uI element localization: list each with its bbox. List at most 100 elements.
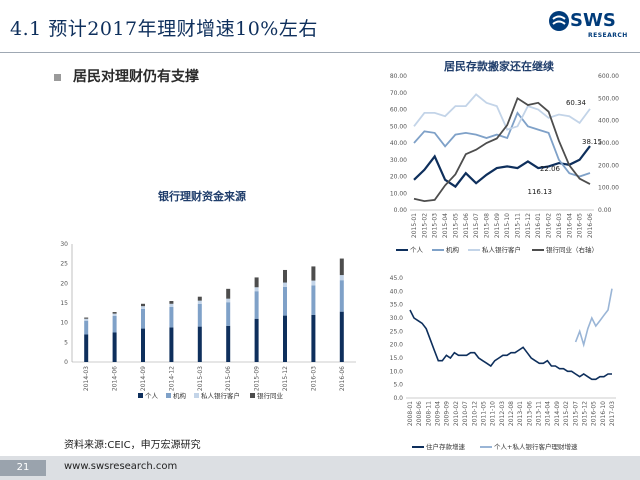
x-tick-label: 2014-09 [140, 366, 147, 391]
legend-label: 个人 [145, 392, 159, 400]
right-y-tick-label: 400.00 [598, 118, 619, 125]
bar-segment [112, 332, 117, 362]
legend-label: 私人银行客户 [482, 245, 521, 254]
x-tick-label: 2010-02 [453, 401, 460, 426]
y-tick-label: 5.0 [393, 382, 403, 389]
left-y-tick-label: 10.00 [390, 190, 407, 197]
series-line [409, 309, 612, 381]
legend-label: 住户存款增速 [426, 442, 466, 451]
data-label: 116.13 [528, 188, 553, 196]
x-tick-label: 2010-12 [471, 401, 478, 426]
x-tick-label: 2016-05 [591, 401, 598, 426]
bar-segment [169, 301, 174, 304]
legend-label: 个人 [410, 246, 424, 254]
bar-segment [226, 298, 231, 303]
x-tick-label: 2015-06 [225, 366, 232, 391]
bar-segment [197, 296, 202, 301]
bar-segment [283, 315, 287, 362]
x-tick-label: 2016-02 [546, 213, 553, 238]
x-tick-label: 2015-02 [563, 401, 570, 426]
x-tick-label: 2013-01 [517, 401, 524, 426]
legend-swatch [166, 393, 171, 398]
x-tick-label: 2016-03 [310, 366, 317, 391]
bar-segment [283, 282, 287, 287]
left-y-tick-label: 80.00 [390, 73, 407, 80]
page-number: 21 [0, 460, 46, 476]
legend-label: 私人银行客户 [201, 391, 240, 400]
bar-segment [254, 318, 259, 362]
page-title: 4.1 预计2017年理财增速10%左右 [10, 18, 318, 40]
left-y-tick-label: 30.00 [390, 157, 407, 164]
x-tick-label: 2008-06 [416, 401, 423, 426]
legend-label: 银行同业 [257, 391, 284, 400]
left-y-tick-label: 60.00 [390, 107, 407, 114]
y-tick-label: 15.0 [390, 355, 404, 362]
bar-segment [169, 303, 174, 307]
x-tick-label: 2014-06 [112, 366, 119, 391]
logo-mark-icon [549, 11, 569, 31]
x-tick-label: 2015-03 [432, 213, 439, 238]
bar-segment [339, 258, 344, 276]
x-tick-label: 2012-03 [499, 401, 506, 426]
bar-segment [169, 306, 174, 328]
y-tick-label: 20 [60, 280, 68, 287]
x-tick-label: 2015-12 [581, 401, 588, 426]
left-y-tick-label: 0.00 [394, 207, 408, 214]
y-tick-label: 35.0 [390, 302, 404, 309]
data-label: 60.34 [566, 99, 587, 107]
x-tick-label: 2015-03 [197, 366, 204, 391]
bar-segment [84, 318, 89, 321]
x-tick-label: 2015-02 [421, 213, 428, 238]
x-tick-label: 2015-04 [442, 213, 449, 238]
bar-segment [311, 280, 316, 286]
legend-swatch [138, 393, 143, 398]
x-tick-label: 2014-09 [554, 401, 561, 426]
y-tick-label: 5 [64, 339, 68, 346]
y-tick-label: 25 [60, 261, 68, 268]
right-y-tick-label: 300.00 [598, 140, 619, 147]
y-tick-label: 20.0 [390, 342, 404, 349]
x-tick-label: 2013-11 [536, 401, 543, 426]
bar-chart-title: 银行理财资金来源 [158, 190, 246, 203]
x-tick-label: 2015-07 [473, 213, 480, 238]
left-y-tick-label: 50.00 [390, 123, 407, 130]
bar-segment [226, 325, 231, 362]
bar-segment [84, 317, 89, 319]
x-tick-label: 2015-09 [494, 213, 501, 238]
x-tick-label: 2010-07 [462, 401, 469, 426]
x-tick-label: 2016-05 [577, 213, 584, 238]
x-tick-label: 2011-05 [480, 401, 487, 426]
right-y-tick-label: 100.00 [598, 185, 619, 192]
bar-segment [254, 277, 259, 288]
bar-segment [311, 285, 316, 315]
bar-segment [197, 326, 202, 362]
x-tick-label: 2016-04 [566, 213, 573, 238]
data-label: 22.06 [540, 165, 561, 173]
sws-logo: SWS RESEARCH [548, 8, 634, 48]
bar-segment [197, 303, 202, 327]
bar-segment [226, 288, 231, 299]
left-y-tick-label: 40.00 [390, 140, 407, 147]
x-tick-label: 2013-06 [526, 401, 533, 426]
y-tick-label: 30 [60, 241, 68, 248]
x-tick-label: 2009-04 [435, 401, 442, 426]
bar-segment [339, 275, 344, 281]
bar-segment [339, 311, 344, 362]
bar-segment [141, 308, 145, 329]
x-tick-label: 2015-08 [483, 213, 490, 238]
bar-segment [112, 315, 117, 333]
bar-segment [169, 327, 174, 362]
data-label: 38.15 [582, 138, 602, 146]
bar-segment [141, 306, 145, 309]
bar-segment [84, 334, 89, 362]
y-tick-label: 15 [60, 300, 68, 307]
x-tick-label: 2015-05 [452, 213, 459, 238]
bar-segment [283, 286, 287, 316]
bar-segment [112, 312, 117, 314]
series-line [413, 96, 591, 203]
right-y-tick-label: 0.00 [598, 207, 612, 214]
bullet-text: 居民对理财仍有支撑 [73, 69, 199, 85]
x-tick-label: 2016-06 [587, 213, 594, 238]
